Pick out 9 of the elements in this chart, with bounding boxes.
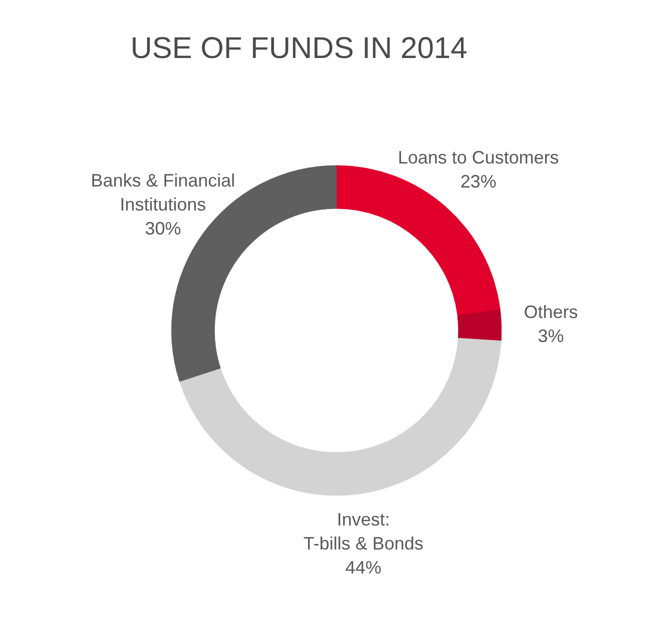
slice-label: Loans to Customers — [398, 148, 559, 168]
slice-label: Invest: T-bills & Bonds — [303, 509, 424, 554]
data-label: 44% — [345, 557, 382, 578]
data-label: 23% — [460, 172, 496, 192]
slice-label: Others — [524, 302, 578, 322]
chart-title: USE OF FUNDS IN 2014 — [130, 32, 468, 65]
data-label: 3% — [538, 326, 564, 346]
data-label: 30% — [144, 218, 181, 238]
slice-label: Banks & Financial Institutions — [90, 170, 236, 214]
